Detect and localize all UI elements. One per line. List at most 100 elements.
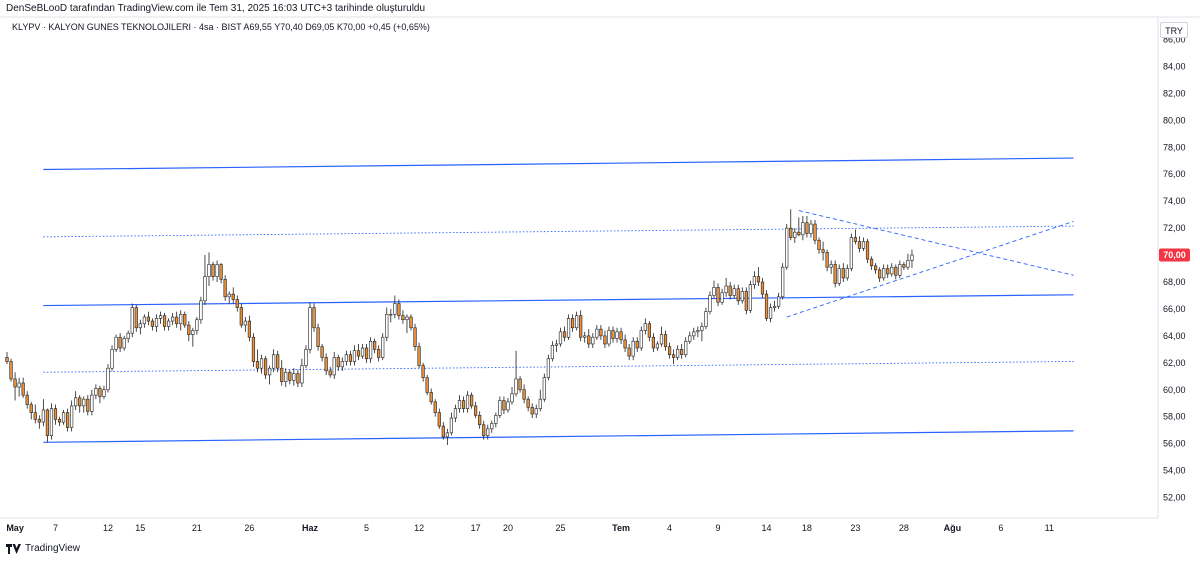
candle-body — [526, 398, 530, 408]
candle-body — [785, 227, 789, 268]
candle-body — [890, 266, 894, 275]
candle-body — [397, 303, 401, 316]
y-tick-label: 56,00 — [1163, 439, 1186, 449]
candle-body — [255, 361, 260, 369]
candle-body — [272, 354, 276, 369]
candle-body — [33, 412, 37, 420]
candle-body — [332, 357, 336, 376]
y-tick-label: 52,00 — [1163, 493, 1186, 503]
candle-body — [482, 424, 486, 436]
candle-body — [688, 335, 692, 342]
candle-body — [453, 408, 458, 419]
x-tick-label: 12 — [103, 523, 113, 533]
top-bar: DenSeBLooD tarafından TradingView.com il… — [0, 0, 1200, 17]
candle-body — [263, 358, 268, 376]
candle-body — [566, 318, 571, 338]
candle-body — [833, 264, 837, 284]
candle-body — [316, 327, 320, 347]
y-tick-label: 60,00 — [1163, 385, 1186, 395]
candle-body — [469, 394, 474, 407]
candle-body — [110, 349, 114, 369]
candle-body — [215, 264, 219, 277]
candle-body — [53, 408, 58, 420]
candle-body — [122, 338, 126, 349]
x-tick-label: 6 — [998, 523, 1003, 533]
candle-body — [243, 320, 247, 326]
candle-body — [90, 394, 94, 412]
candle-body — [768, 307, 773, 319]
candle-body — [227, 293, 231, 298]
candle-body — [550, 345, 554, 360]
candle-body — [764, 293, 769, 319]
candle-body — [429, 392, 433, 403]
candle-body — [344, 354, 348, 362]
candle-body — [570, 318, 575, 329]
candle-body — [219, 264, 223, 280]
candle-body — [906, 260, 910, 268]
candle-body — [651, 336, 655, 349]
candle-body — [732, 288, 736, 296]
candle-body — [558, 331, 563, 345]
candle-body — [154, 318, 159, 327]
candle-body — [671, 354, 676, 358]
candle-body — [676, 349, 680, 358]
last-price-badge — [1159, 248, 1190, 262]
candle-body — [841, 268, 845, 279]
candle-body — [364, 347, 369, 360]
candle-body — [320, 346, 324, 358]
trendline-dotted — [43, 225, 1074, 238]
candle-body — [756, 276, 761, 283]
trendline-solid — [43, 430, 1074, 443]
candle-body — [373, 340, 377, 350]
candle-body — [680, 349, 684, 356]
candle-body — [627, 347, 631, 357]
x-tick-label: 20 — [503, 523, 513, 533]
candle-body — [356, 350, 361, 357]
candle-body — [259, 358, 264, 369]
y-tick-label: 74,00 — [1163, 196, 1186, 206]
trendline-dashed — [786, 220, 1074, 318]
x-tick-label: 9 — [716, 523, 721, 533]
candle-body — [910, 254, 914, 261]
candle-body — [655, 343, 660, 349]
footer-brand-text: TradingView — [25, 543, 81, 554]
candle-body — [595, 328, 599, 338]
candle-body — [288, 371, 292, 381]
candle-body — [360, 347, 365, 357]
x-tick-label: 11 — [1045, 523, 1054, 533]
candle-body — [162, 315, 167, 327]
candle-body — [37, 419, 41, 423]
candle-body — [781, 266, 785, 298]
candle-body — [599, 328, 603, 337]
candle-body — [191, 330, 195, 335]
candle-body — [421, 365, 425, 378]
candle-body — [603, 335, 607, 345]
candle-body — [445, 432, 449, 438]
candle-body — [94, 388, 98, 396]
candle-body — [195, 319, 199, 331]
candle-body — [611, 330, 615, 339]
candle-body — [474, 405, 478, 416]
candle-body — [498, 400, 502, 416]
candle-body — [437, 412, 441, 427]
trendline-solid — [43, 157, 1074, 171]
candle-body — [772, 305, 777, 308]
candle-body — [478, 415, 482, 426]
candle-body — [635, 340, 639, 349]
x-tick-label: 4 — [667, 523, 672, 533]
candle-body — [575, 315, 579, 329]
currency-button[interactable]: TRY — [1160, 22, 1188, 38]
candle-body — [296, 373, 300, 384]
candle-body — [21, 382, 25, 396]
candle-body — [530, 406, 534, 415]
candle-body — [171, 316, 175, 322]
candle-body — [405, 316, 409, 321]
candle-body — [777, 296, 781, 307]
candle-body — [70, 405, 74, 428]
footer-brand[interactable]: TradingView — [6, 543, 80, 554]
candle-body — [748, 284, 752, 311]
candle-body — [821, 249, 825, 253]
x-tick-label: 21 — [192, 523, 202, 533]
candle-body — [878, 269, 882, 279]
